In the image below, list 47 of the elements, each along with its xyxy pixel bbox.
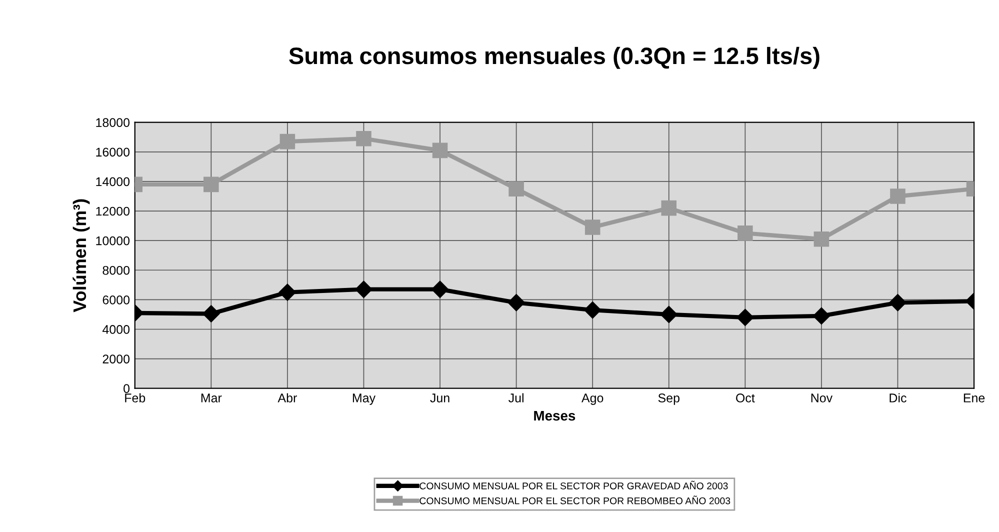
point xyxy=(431,280,449,298)
point xyxy=(890,188,906,204)
point xyxy=(202,305,220,322)
y-tick-label: 18000 xyxy=(96,118,130,128)
point xyxy=(889,294,906,312)
x-tick-label: Feb xyxy=(125,393,146,402)
x-tick-label: Dic xyxy=(890,393,906,402)
y-tick-label: 8000 xyxy=(102,266,130,275)
point xyxy=(355,280,372,298)
y-tick-label: 12000 xyxy=(96,206,130,216)
point xyxy=(204,176,219,192)
point xyxy=(508,294,525,312)
y-tick-label: 2000 xyxy=(102,354,130,364)
x-tick-label: Sep xyxy=(658,394,680,405)
point xyxy=(432,142,448,158)
y-axis-title: Volúmen (m³) xyxy=(72,199,90,312)
y-tick-label: 14000 xyxy=(96,177,130,186)
point xyxy=(508,181,524,196)
x-tick-label: Nov xyxy=(811,394,833,402)
x-tick-label: Abr xyxy=(278,393,297,402)
y-tick-label: 10000 xyxy=(96,236,130,246)
y-tick-label: 6000 xyxy=(102,295,130,304)
point xyxy=(356,130,372,146)
point xyxy=(660,306,678,324)
point xyxy=(736,308,754,326)
x-tick-label: Ago xyxy=(581,394,604,405)
legend-label: CONSUMO MENSUAL POR EL SECTOR POR REBOMBEO AÑO 2003 xyxy=(420,496,730,504)
y-tick-label: 4000 xyxy=(102,325,130,334)
chart-title: Suma consumos mensuales (0.3Qn = 12.5 lts/s) xyxy=(289,46,820,69)
x-tick-label: May xyxy=(352,394,376,405)
x-axis-title: Meses xyxy=(534,410,576,421)
point xyxy=(280,134,296,150)
point xyxy=(661,200,677,216)
x-tick-label: Jun xyxy=(430,394,450,402)
point xyxy=(814,231,830,247)
y-tick-label: 16000 xyxy=(96,148,130,157)
point xyxy=(584,301,602,319)
x-tick-label: Mar xyxy=(201,394,222,402)
x-tick-label: Oct xyxy=(736,394,755,402)
point xyxy=(278,284,296,301)
point xyxy=(584,220,600,235)
y-tick-label: 0 xyxy=(124,384,130,394)
x-tick-label: Jul xyxy=(508,393,524,402)
point xyxy=(812,307,830,324)
legend-label: CONSUMO MENSUAL POR EL SECTOR POR GRAVEDAD AÑO 2003 xyxy=(420,480,728,490)
point xyxy=(738,226,753,241)
x-tick-label: Ene xyxy=(964,394,985,402)
